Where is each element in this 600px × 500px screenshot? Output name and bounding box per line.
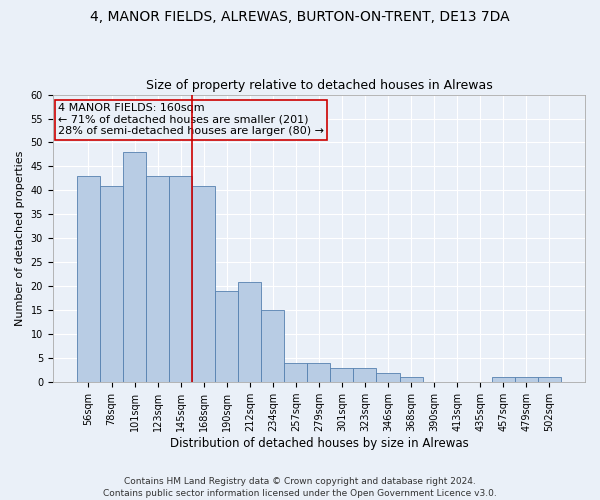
Bar	[261, 310, 284, 382]
Bar	[331, 368, 353, 382]
Bar	[215, 291, 238, 382]
Text: 4 MANOR FIELDS: 160sqm
← 71% of detached houses are smaller (201)
28% of semi-de: 4 MANOR FIELDS: 160sqm ← 71% of detached…	[58, 103, 324, 136]
Title: Size of property relative to detached houses in Alrewas: Size of property relative to detached ho…	[146, 79, 492, 92]
Bar	[538, 378, 561, 382]
Bar	[353, 368, 376, 382]
Bar	[491, 378, 515, 382]
Bar	[146, 176, 169, 382]
Bar	[238, 282, 261, 382]
Bar	[192, 186, 215, 382]
Y-axis label: Number of detached properties: Number of detached properties	[15, 150, 25, 326]
Text: 4, MANOR FIELDS, ALREWAS, BURTON-ON-TRENT, DE13 7DA: 4, MANOR FIELDS, ALREWAS, BURTON-ON-TREN…	[90, 10, 510, 24]
Bar	[284, 363, 307, 382]
Text: Contains HM Land Registry data © Crown copyright and database right 2024.
Contai: Contains HM Land Registry data © Crown c…	[103, 476, 497, 498]
Bar	[307, 363, 331, 382]
Bar	[400, 378, 422, 382]
Bar	[123, 152, 146, 382]
Bar	[100, 186, 123, 382]
X-axis label: Distribution of detached houses by size in Alrewas: Distribution of detached houses by size …	[170, 437, 468, 450]
Bar	[169, 176, 192, 382]
Bar	[77, 176, 100, 382]
Bar	[376, 372, 400, 382]
Bar	[515, 378, 538, 382]
